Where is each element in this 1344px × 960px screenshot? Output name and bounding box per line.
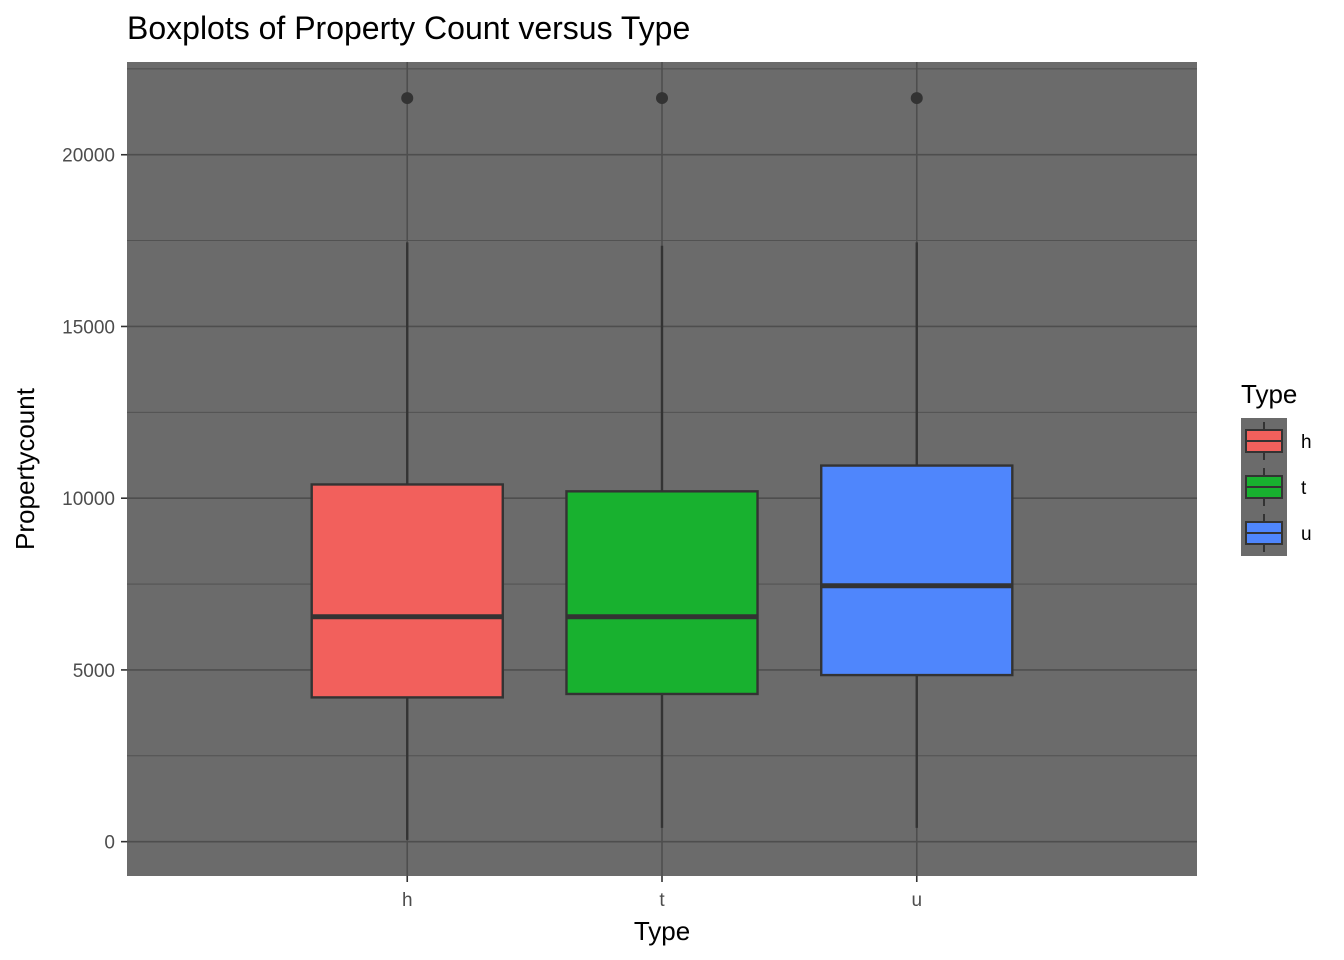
boxplots	[310, 92, 1014, 840]
y-tick-label: 0	[104, 833, 115, 854]
outlier-point	[910, 92, 923, 105]
boxplot-u	[820, 92, 1014, 828]
box	[820, 464, 1014, 677]
legend-label: t	[1301, 478, 1307, 499]
legend: Type h t u	[1241, 379, 1312, 556]
y-axis: 0 5000 10000 15000 20000	[62, 146, 127, 854]
boxplot-t	[565, 92, 759, 828]
y-axis-title: Propertycount	[10, 387, 40, 550]
y-tick-label: 5000	[73, 661, 115, 682]
legend-keys: h t u	[1241, 418, 1312, 556]
legend-label: u	[1301, 524, 1312, 545]
legend-label: h	[1301, 432, 1312, 453]
outlier-point	[656, 92, 668, 105]
y-tick-label: 15000	[62, 317, 115, 338]
chart-title: Boxplots of Property Count versus Type	[127, 10, 690, 46]
legend-title: Type	[1241, 379, 1297, 409]
x-tick-label: t	[659, 890, 665, 911]
y-tick-label: 10000	[62, 489, 115, 510]
boxplot-h	[310, 92, 504, 840]
y-tick-label: 20000	[62, 146, 115, 167]
x-tick-label: h	[402, 890, 413, 911]
outlier-point	[401, 92, 414, 105]
legend-item-t: t	[1241, 464, 1307, 510]
x-tick-label: u	[911, 890, 922, 911]
x-axis-title: Type	[634, 916, 690, 946]
legend-item-h: h	[1241, 418, 1312, 464]
legend-item-u: u	[1241, 510, 1312, 556]
box	[310, 483, 504, 699]
box	[565, 490, 759, 696]
